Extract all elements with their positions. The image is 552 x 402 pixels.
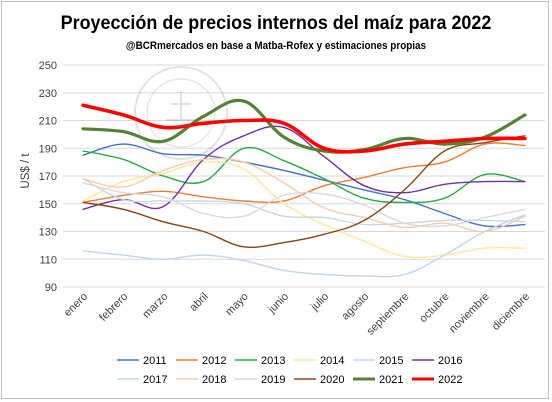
series-line-2014 xyxy=(82,161,526,259)
grid-lines xyxy=(63,64,545,288)
x-tick-label: abril xyxy=(188,291,211,314)
x-tick-label: noviembre xyxy=(447,291,492,336)
legend-label-2013: 2013 xyxy=(261,355,285,367)
y-axis-label: US$ / t xyxy=(20,153,32,189)
x-tick-label: septiembre xyxy=(365,291,412,338)
y-tick-label: 150 xyxy=(39,199,57,211)
y-tick-labels: 90 110 130 150 170 190 210 230 250 xyxy=(39,60,57,294)
x-tick-label: julio xyxy=(308,291,331,314)
series-line-2018 xyxy=(82,157,526,233)
series-lines xyxy=(81,98,527,278)
series-line-2013 xyxy=(82,146,526,204)
y-tick-label: 210 xyxy=(39,116,57,128)
x-tick-label: febrero xyxy=(97,291,130,324)
y-tick-label: 230 xyxy=(39,88,57,100)
x-tick-label: marzo xyxy=(140,291,170,321)
legend-label-2015: 2015 xyxy=(379,355,403,367)
y-tick-label: 130 xyxy=(39,227,57,239)
x-tick-label: junio xyxy=(265,291,291,317)
chart-title: Proyección de precios internos del maíz … xyxy=(60,12,492,34)
series-line-2011 xyxy=(82,143,526,228)
legend-label-2019: 2019 xyxy=(261,374,285,386)
x-tick-label: enero xyxy=(62,291,90,319)
legend-label-2018: 2018 xyxy=(202,374,226,386)
series-line-2015 xyxy=(82,214,526,278)
bcr-watermark-seal xyxy=(134,66,228,160)
legend-label-2020: 2020 xyxy=(320,374,344,386)
legend-label-2012: 2012 xyxy=(202,355,226,367)
x-tick-labels: enero febrero marzo abril mayo junio julio agos… xyxy=(62,291,532,338)
series-line-2022 xyxy=(81,103,527,154)
series-line-2020 xyxy=(82,135,526,248)
series-line-2019 xyxy=(82,182,526,228)
legend-label-2021: 2021 xyxy=(379,374,403,386)
x-tick-label: mayo xyxy=(223,291,251,319)
y-tick-label: 190 xyxy=(39,143,57,155)
legend-label-2016: 2016 xyxy=(438,355,462,367)
y-tick-label: 250 xyxy=(39,60,57,72)
legend-label-2022: 2022 xyxy=(438,374,462,386)
legend-label-2017: 2017 xyxy=(143,374,167,386)
x-tick-label: agosto xyxy=(340,291,372,323)
x-tick-label: octubre xyxy=(417,291,451,325)
y-tick-label: 90 xyxy=(45,282,57,294)
series-line-2021 xyxy=(81,98,527,154)
y-tick-label: 170 xyxy=(39,171,57,183)
series-line-2012 xyxy=(82,142,526,204)
series-line-2016 xyxy=(82,125,526,210)
legend: 2011 2012 2013 2014 2015 2016 2017 2018 2019 2020… xyxy=(117,355,462,386)
series-line-2017 xyxy=(82,178,526,226)
x-tick-label: diciembre xyxy=(490,291,532,333)
legend-label-2014: 2014 xyxy=(320,355,344,367)
y-tick-label: 110 xyxy=(39,254,57,266)
legend-label-2011: 2011 xyxy=(143,355,167,367)
chart-subtitle: @BCRmercados en base a Matba-Rofex y est… xyxy=(125,40,427,52)
